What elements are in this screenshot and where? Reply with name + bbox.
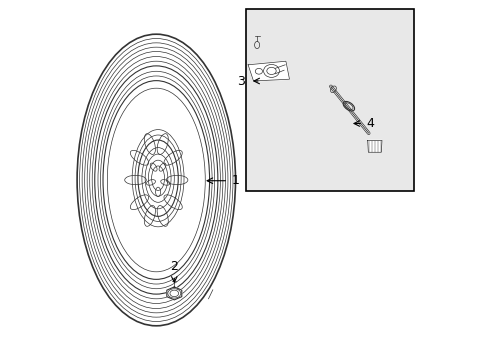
Polygon shape [166, 287, 182, 300]
Text: 3: 3 [236, 75, 244, 87]
Polygon shape [247, 61, 289, 81]
Polygon shape [367, 140, 381, 152]
Text: 4: 4 [366, 117, 373, 130]
Text: 2: 2 [170, 260, 178, 273]
Text: 1: 1 [231, 174, 239, 187]
Bar [246, 9, 413, 191]
